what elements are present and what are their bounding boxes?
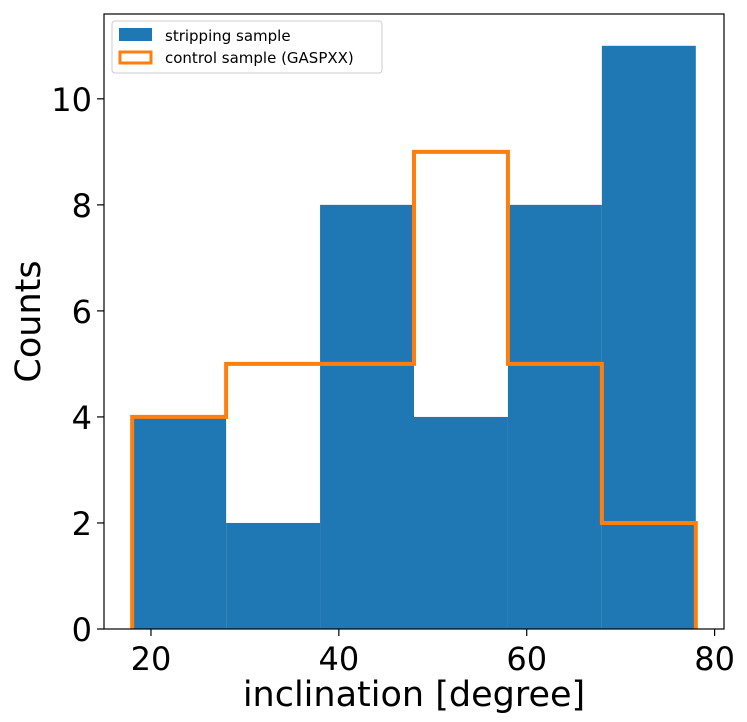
- plot-area-frame: [103, 13, 725, 630]
- y-tick-label-10: 10: [51, 81, 92, 119]
- x-axis-ticks: 20 40 60 80: [131, 629, 735, 678]
- control-step-series: [130, 149, 698, 629]
- x-axis-label: inclination [degree]: [243, 675, 585, 715]
- x-tick-label-80: 80: [694, 640, 735, 678]
- legend-label-stripping: stripping sample: [165, 27, 291, 45]
- y-axis-ticks: 0 2 4 6 8 10: [51, 81, 104, 649]
- y-tick-label-2: 2: [72, 505, 92, 543]
- y-tick-label-8: 8: [72, 187, 92, 225]
- bar-bin-3: [414, 416, 508, 629]
- bar-bin-0: [132, 416, 227, 629]
- stripping-bars: [132, 45, 696, 630]
- bar-bin-4: [507, 204, 602, 630]
- legend: stripping sample control sample (GASPXX): [111, 20, 383, 74]
- control-step-line: [130, 149, 698, 629]
- legend-swatch-stripping: [119, 28, 152, 41]
- y-tick-label-0: 0: [72, 611, 92, 649]
- legend-box: [111, 20, 383, 74]
- y-tick-label-6: 6: [72, 293, 92, 331]
- x-tick-label-40: 40: [318, 640, 359, 678]
- bar-bin-2: [320, 204, 414, 630]
- x-tick-label-60: 60: [506, 640, 547, 678]
- legend-swatch-control: [118, 50, 153, 65]
- bar-bin-1: [226, 522, 321, 629]
- y-tick-label-4: 4: [72, 399, 92, 437]
- y-axis-label: Counts: [9, 260, 49, 382]
- bar-bin-5: [601, 45, 696, 629]
- x-tick-label-20: 20: [131, 640, 172, 678]
- legend-label-control: control sample (GASPXX): [165, 49, 354, 67]
